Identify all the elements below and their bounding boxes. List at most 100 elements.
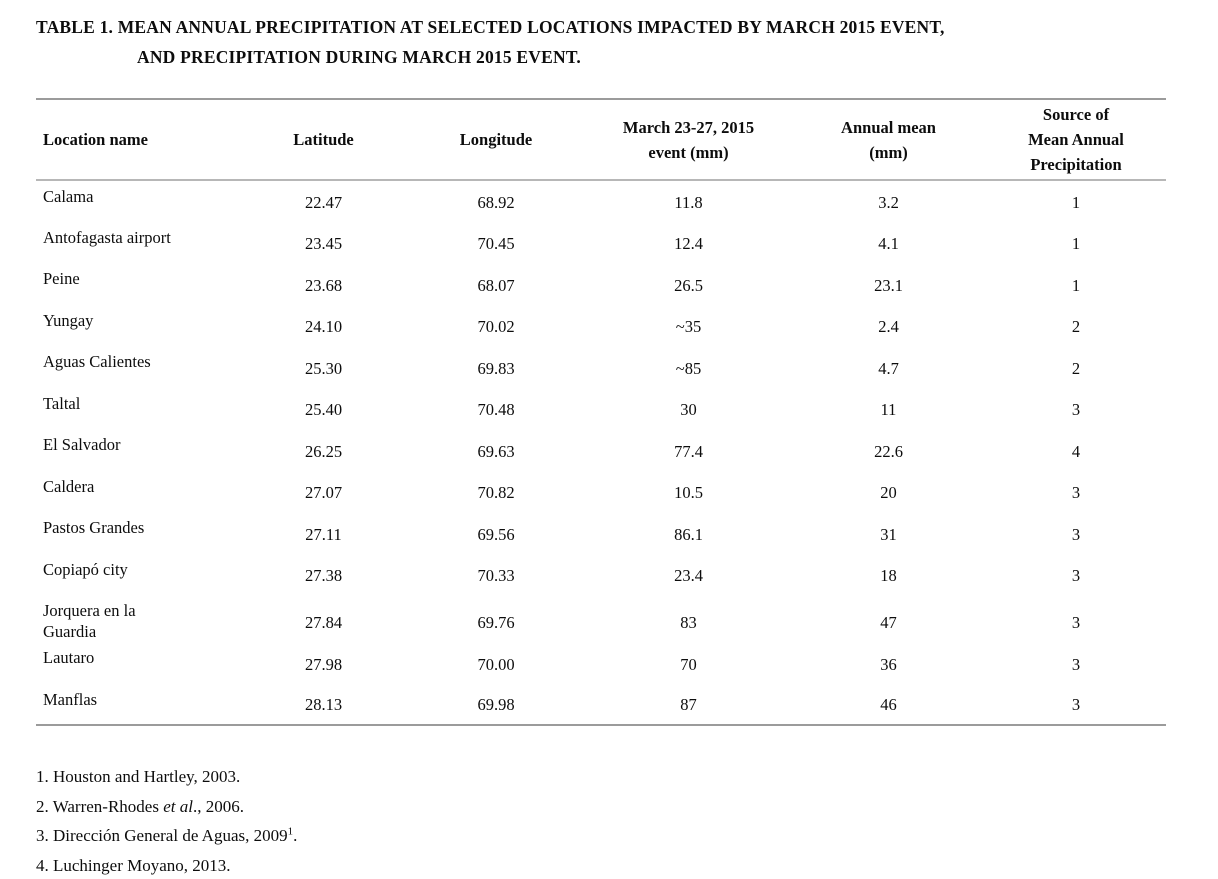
annual-mean-cell: 2.4 [878,317,899,336]
event-cell: 12.4 [674,234,703,253]
header-row: Location name Latitude Longitude March 2… [36,99,1166,181]
event-cell: 86.1 [674,524,703,544]
location-cell: Copiapó city [43,559,128,579]
event-cell: 30 [680,400,697,419]
table-row: Copiapó city 27.38 70.33 23.4 18 3 [36,554,1166,596]
event-cell: 11.8 [674,192,703,212]
longitude-cell: 69.76 [477,613,515,632]
annual-mean-cell: 4.7 [878,358,899,378]
latitude-cell: 27.84 [304,613,343,632]
source-cell: 3 [1071,613,1081,632]
annual-mean-cell: 23.1 [874,275,903,295]
location-cell: Pastos Grandes [43,518,145,537]
longitude-cell: 69.63 [477,441,515,461]
latitude-cell: 26.25 [304,441,343,461]
event-cell: 87 [680,695,697,714]
source-cell: 3 [1071,695,1081,714]
annual-mean-cell: 36 [880,654,897,674]
latitude-cell: 25.40 [304,400,343,419]
footnote-2: 2. Warren-Rhodes et al., 2006. [36,796,244,816]
footnote-4: 4. Luchinger Moyano, 2013. [36,855,231,875]
location-cell: Caldera [43,476,95,496]
source-cell: 2 [1071,317,1081,336]
table-row: Aguas Calientes 25.30 69.83 ~85 4.7 2 [36,346,1166,388]
location-cell: El Salvador [43,435,121,454]
source-cell: 1 [1071,275,1081,295]
latitude-cell: 27.11 [305,524,342,544]
source-cell: 2 [1071,358,1081,378]
source-cell: 3 [1071,654,1081,674]
location-cell: Manflas [43,689,98,709]
location-cell: Antofagasta airport [43,227,171,247]
source-cell: 3 [1071,566,1081,585]
longitude-cell: 69.56 [477,524,515,544]
longitude-cell: 70.48 [477,400,515,419]
annual-mean-cell: 47 [880,613,897,632]
longitude-cell: 70.00 [477,654,515,674]
header-march-event: March 23-27, 2015 event (mm) [586,99,791,181]
annual-mean-cell: 31 [880,524,897,544]
annual-mean-cell: 46 [880,695,897,714]
table-body: Calama 22.47 68.92 11.8 3.2 1 Antofagast… [36,180,1166,725]
table-row: Lautaro 27.98 70.00 70 36 3 [36,642,1166,684]
table-row: Calama 22.47 68.92 11.8 3.2 1 [36,180,1166,222]
longitude-cell: 69.98 [477,695,515,714]
table-row: Jorquera en la Guardia 27.84 69.76 83 47 … [36,595,1166,642]
header-source: Source of Mean Annual Precipitation [986,99,1166,181]
table-row: Yungay 24.10 70.02 ~35 2.4 2 [36,305,1166,347]
source-cell: 3 [1071,483,1081,502]
annual-mean-cell: 20 [880,483,897,502]
longitude-cell: 70.33 [477,566,515,585]
header-location-name: Location name [36,99,241,181]
location-cell: Peine [43,269,80,288]
location-cell: Jorquera en la Guardia [43,601,136,641]
longitude-cell: 70.02 [477,317,515,336]
table-row: Manflas 28.13 69.98 87 46 3 [36,684,1166,726]
table-caption-line1: TABLE 1. MEAN ANNUAL PRECIPITATION AT SE… [36,17,945,37]
event-cell: 70 [680,654,697,674]
source-cell: 3 [1071,400,1081,419]
source-cell: 4 [1071,441,1081,461]
precipitation-table: Location name Latitude Longitude March 2… [36,98,1166,726]
table-caption: TABLE 1. MEAN ANNUAL PRECIPITATION AT SE… [36,12,1165,72]
footnotes: 1. Houston and Hartley, 2003. 2. Warren-… [36,762,1165,879]
header-longitude: Longitude [406,99,586,181]
table-header: Location name Latitude Longitude March 2… [36,99,1166,181]
annual-mean-cell: 4.1 [878,234,899,253]
table-row: El Salvador 26.25 69.63 77.4 22.6 4 [36,429,1166,471]
longitude-cell: 70.45 [477,234,515,253]
annual-mean-cell: 11 [880,400,897,419]
table-row: Antofagasta airport 23.45 70.45 12.4 4.1… [36,222,1166,264]
longitude-cell: 68.92 [477,192,515,212]
et-al-italic: et al [163,796,193,816]
event-cell: ~85 [675,358,702,378]
footnote-1: 1. Houston and Hartley, 2003. [36,767,241,786]
annual-mean-cell: 18 [880,566,897,585]
latitude-cell: 27.98 [304,654,343,674]
event-cell: 10.5 [674,483,703,502]
location-cell: Taltal [43,393,81,413]
latitude-cell: 22.47 [304,192,343,212]
longitude-cell: 69.83 [477,358,515,378]
header-latitude: Latitude [241,99,406,181]
latitude-cell: 23.45 [304,234,343,253]
location-cell: Aguas Calientes [43,352,151,371]
source-cell: 1 [1071,234,1081,253]
table-row: Pastos Grandes 27.11 69.56 86.1 31 3 [36,512,1166,554]
annual-mean-cell: 3.2 [878,192,899,212]
table-row: Caldera 27.07 70.82 10.5 20 3 [36,471,1166,513]
longitude-cell: 70.82 [477,483,515,502]
header-annual-mean: Annual mean (mm) [791,99,986,181]
latitude-cell: 28.13 [304,695,343,714]
table-caption-line2: AND PRECIPITATION DURING MARCH 2015 EVEN… [137,47,581,67]
latitude-cell: 25.30 [304,358,343,378]
latitude-cell: 24.10 [304,317,343,336]
footnote-3-superscript: 1 [287,825,294,838]
latitude-cell: 27.07 [304,483,343,502]
table-row: Peine 23.68 68.07 26.5 23.1 1 [36,263,1166,305]
longitude-cell: 68.07 [477,275,515,295]
footnote-3: 3. Dirección General de Aguas, 20091. [36,825,298,845]
source-cell: 1 [1071,192,1081,212]
event-cell: 26.5 [674,275,703,295]
